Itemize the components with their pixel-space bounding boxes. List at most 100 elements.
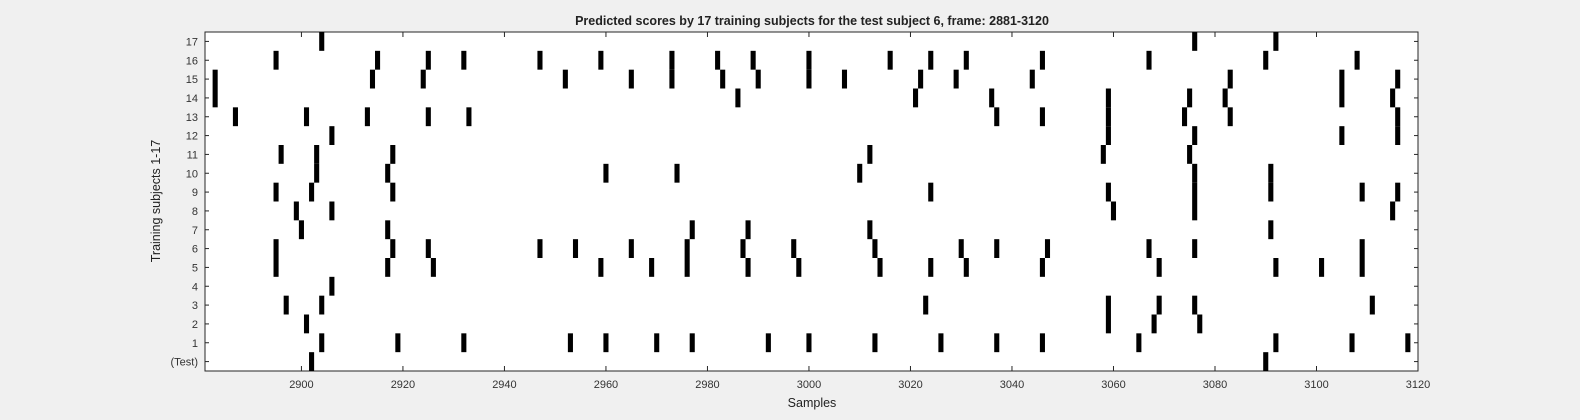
score-mark xyxy=(420,69,426,89)
score-mark xyxy=(1273,333,1279,353)
score-mark xyxy=(1039,333,1045,353)
score-mark xyxy=(872,333,878,353)
score-mark xyxy=(1192,201,1198,221)
score-mark xyxy=(232,107,238,127)
score-mark xyxy=(841,69,848,89)
score-mark xyxy=(872,239,878,258)
score-mark xyxy=(689,220,695,240)
score-mark xyxy=(1390,88,1396,108)
score-mark xyxy=(425,107,431,127)
score-mark xyxy=(1395,182,1401,202)
score-mark xyxy=(212,69,218,89)
y-tick-label: 10 xyxy=(186,168,198,180)
score-mark xyxy=(1227,69,1233,89)
score-mark xyxy=(1192,126,1198,145)
score-mark xyxy=(298,220,304,240)
score-mark xyxy=(918,69,924,89)
score-mark xyxy=(928,258,934,277)
x-tick-label: 3000 xyxy=(797,379,821,391)
score-mark xyxy=(1222,88,1228,108)
score-mark xyxy=(1354,50,1360,70)
score-mark xyxy=(1359,239,1365,258)
y-tick-label: 2 xyxy=(192,319,198,331)
score-mark xyxy=(1110,201,1117,221)
score-mark xyxy=(309,352,315,371)
score-mark xyxy=(1395,126,1401,145)
score-mark xyxy=(1156,258,1162,277)
score-mark xyxy=(1105,182,1111,202)
score-mark xyxy=(303,314,310,334)
y-tick-label: 12 xyxy=(186,131,198,143)
score-mark xyxy=(1105,126,1111,145)
score-mark xyxy=(654,333,660,353)
y-tick-label: 9 xyxy=(192,187,198,199)
y-tick-label: 4 xyxy=(192,281,198,293)
score-mark xyxy=(1349,333,1355,353)
score-mark xyxy=(385,220,391,240)
score-mark xyxy=(283,295,289,315)
score-mark xyxy=(994,239,1000,258)
score-mark xyxy=(877,258,883,277)
y-tick-label: 1 xyxy=(192,338,198,350)
score-mark xyxy=(1339,126,1345,145)
score-mark xyxy=(684,258,690,277)
score-mark xyxy=(1273,258,1279,277)
score-mark xyxy=(928,50,934,70)
score-mark xyxy=(958,239,964,258)
score-mark xyxy=(953,69,959,89)
score-mark xyxy=(963,258,969,277)
y-tick-label: 11 xyxy=(187,149,198,161)
score-mark xyxy=(1227,107,1233,127)
score-mark xyxy=(745,258,751,277)
score-mark xyxy=(1156,295,1162,315)
x-tick-label: 3100 xyxy=(1304,379,1328,391)
score-mark xyxy=(369,69,376,89)
y-axis-label: Training subjects 1-17 xyxy=(149,140,163,263)
score-mark xyxy=(329,201,335,221)
y-tick-label: 17 xyxy=(186,36,198,48)
score-mark xyxy=(1197,314,1203,334)
y-tick-label: 8 xyxy=(192,206,198,218)
score-mark xyxy=(1390,201,1396,221)
score-mark xyxy=(273,239,279,258)
score-mark xyxy=(461,333,467,353)
score-mark xyxy=(603,333,609,353)
y-tick-label: 15 xyxy=(186,74,198,86)
score-mark xyxy=(684,239,690,258)
score-mark xyxy=(628,69,634,89)
score-mark xyxy=(390,239,396,258)
score-mark xyxy=(1105,88,1111,108)
score-mark xyxy=(293,201,299,221)
score-mark xyxy=(364,107,370,127)
score-mark xyxy=(1405,333,1411,353)
score-mark xyxy=(1151,314,1157,334)
score-mark xyxy=(1339,88,1345,108)
score-mark xyxy=(537,50,543,70)
x-axis: 2900 2920 2940 2960 2980 3000 3020 3040 3060 3080… xyxy=(289,32,1430,391)
score-mark xyxy=(562,69,568,89)
y-tick-label: 3 xyxy=(192,300,198,312)
score-mark xyxy=(278,145,284,164)
score-mark xyxy=(1182,107,1188,127)
score-mark xyxy=(791,239,797,258)
score-mark xyxy=(425,50,431,70)
score-mark xyxy=(715,50,721,70)
score-mark xyxy=(1395,69,1401,89)
score-mark xyxy=(329,126,335,145)
score-mark xyxy=(567,333,573,353)
score-mark xyxy=(309,182,315,202)
score-mark xyxy=(806,333,812,353)
score-mark xyxy=(1146,50,1152,70)
y-tick-label: (Test) xyxy=(171,357,199,369)
score-mark xyxy=(887,50,893,70)
x-tick-label: 3040 xyxy=(1000,379,1024,391)
score-mark xyxy=(735,88,741,108)
score-mark xyxy=(314,145,320,164)
score-mark xyxy=(938,333,944,353)
score-mark xyxy=(375,50,381,70)
score-mark xyxy=(385,163,391,183)
x-tick-label: 3020 xyxy=(898,379,922,391)
score-mark xyxy=(1105,295,1111,315)
score-mark xyxy=(572,239,579,258)
